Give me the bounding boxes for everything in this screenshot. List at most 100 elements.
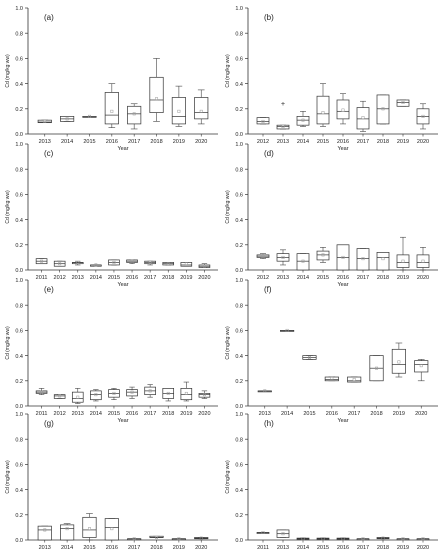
- mean-marker: [58, 394, 62, 398]
- mean-marker: [132, 537, 136, 541]
- y-tick-label: 0.2: [15, 243, 23, 249]
- iqr-box: [53, 394, 66, 399]
- x-tick-label: 2020: [417, 275, 429, 281]
- x-tick-label: 2016: [106, 139, 118, 145]
- mean-marker: [375, 366, 378, 370]
- x-tick-label: 2012: [54, 275, 66, 281]
- y-tick-label: 1.0: [235, 278, 243, 284]
- x-tick-label: 2016: [126, 411, 138, 417]
- x-tick-label: 2016: [337, 545, 349, 550]
- x-axis-label: Year: [337, 282, 348, 288]
- x-axis-label: Year: [117, 146, 128, 152]
- x-tick-label: 2016: [106, 545, 118, 550]
- y-tick-label: 0.4: [235, 488, 243, 494]
- mean-marker: [261, 254, 265, 258]
- x-tick-label: 2020: [195, 545, 207, 550]
- mean-marker: [43, 528, 47, 532]
- x-tick-label: 2017: [128, 545, 140, 550]
- mean-marker: [330, 376, 334, 380]
- iqr-box: [396, 254, 410, 268]
- x-tick-label: 2013: [72, 275, 84, 281]
- x-tick-label: 2015: [83, 139, 95, 145]
- mean-marker: [308, 356, 311, 359]
- mean-marker: [352, 378, 356, 381]
- iqr-box: [149, 76, 164, 113]
- x-tick-label: 2018: [377, 545, 389, 550]
- mean-marker: [421, 259, 425, 263]
- iqr-box: [391, 348, 406, 374]
- mean-marker: [132, 112, 136, 116]
- x-tick-label: 2020: [417, 545, 429, 550]
- iqr-box: [180, 388, 193, 401]
- box-2016: [336, 93, 350, 125]
- chart-panel: 0.0 0.2 0.4 0.6 0.8 1.0 Cd (mg/kg ww) (b) 2012 20…: [225, 6, 438, 152]
- box-2013: [37, 119, 52, 124]
- x-tick-label: 2013: [277, 139, 289, 145]
- mean-marker: [76, 395, 80, 399]
- iqr-box: [37, 525, 52, 541]
- box-2019: [396, 236, 410, 271]
- x-tick-label: 2017: [144, 275, 156, 281]
- y-tick-label: 0.4: [235, 82, 243, 88]
- mean-marker: [281, 124, 285, 128]
- iqr-box: [347, 376, 362, 383]
- iqr-box: [316, 95, 330, 125]
- y-tick-label: 0.8: [235, 303, 243, 309]
- y-tick-label: 0.6: [235, 57, 243, 63]
- box-2015: [302, 355, 317, 360]
- mean-marker: [285, 328, 289, 332]
- x-tick-label: 2015: [303, 411, 315, 417]
- mean-marker: [177, 109, 181, 113]
- mean-marker: [155, 536, 158, 539]
- mean-marker: [281, 532, 285, 536]
- box-2019: [391, 342, 406, 378]
- chart-panel: 0.0 0.2 0.4 0.6 0.8 1.0 Cd (mg/kg ww) (e) 2011 20…: [5, 278, 218, 424]
- panel-label: (a): [44, 13, 54, 22]
- mean-marker: [361, 257, 365, 261]
- mean-marker: [401, 101, 405, 104]
- x-tick-label: 2018: [150, 139, 162, 145]
- box-2019: [171, 537, 186, 541]
- chart-panel: 0.0 0.2 0.4 0.6 0.8 1.0 Cd (mg/kg ww) (c) 2011 20…: [5, 142, 218, 288]
- panel-label: (e): [44, 285, 54, 294]
- box-2017: [127, 103, 142, 130]
- y-tick-label: 0.2: [15, 107, 23, 113]
- iqr-box: [104, 518, 119, 541]
- mean-marker: [202, 264, 206, 268]
- x-tick-label: 2020: [198, 275, 210, 281]
- y-tick-label: 0.8: [15, 437, 23, 443]
- mean-marker: [110, 109, 114, 113]
- x-tick-label: 2018: [377, 275, 389, 281]
- x-axis-label: Year: [117, 418, 128, 424]
- chart-panel: 0.0 0.2 0.4 0.6 0.8 1.0 Cd (mg/kg ww) (f) 2013 20…: [225, 278, 438, 424]
- mean-marker: [184, 391, 188, 395]
- box-2020: [198, 390, 211, 399]
- mean-marker: [58, 262, 62, 266]
- iqr-box: [194, 97, 209, 120]
- box-2018: [376, 536, 390, 540]
- mean-marker: [166, 391, 170, 395]
- x-tick-label: 2019: [397, 139, 409, 145]
- mean-marker: [301, 537, 305, 541]
- chart-panel: 0.0 0.2 0.4 0.6 0.8 1.0 Cd (mg/kg ww) (g) 2013 20…: [5, 412, 218, 550]
- x-tick-label: 2012: [54, 411, 66, 417]
- chart-panel: 0.0 0.2 0.4 0.6 0.8 1.0 Cd (mg/kg ww) (a) 2013 20…: [5, 6, 218, 152]
- box-2017: [144, 384, 156, 398]
- mean-marker: [321, 253, 325, 257]
- iqr-box: [198, 393, 211, 398]
- box-2015: [108, 388, 120, 401]
- mean-marker: [130, 390, 134, 394]
- y-tick-label: 0.6: [15, 193, 23, 199]
- mean-marker: [40, 259, 44, 263]
- x-tick-label: 2017: [128, 139, 140, 145]
- iqr-box: [324, 376, 339, 382]
- box-2013: [257, 389, 272, 393]
- panel-label: (g): [44, 419, 54, 428]
- x-tick-label: 2015: [108, 275, 120, 281]
- mean-marker: [321, 537, 325, 541]
- y-tick-label: 0.6: [15, 463, 23, 469]
- iqr-box: [276, 124, 290, 130]
- iqr-box: [171, 97, 186, 125]
- y-tick-label: 0.0: [235, 404, 243, 410]
- y-tick-label: 0.2: [235, 513, 243, 519]
